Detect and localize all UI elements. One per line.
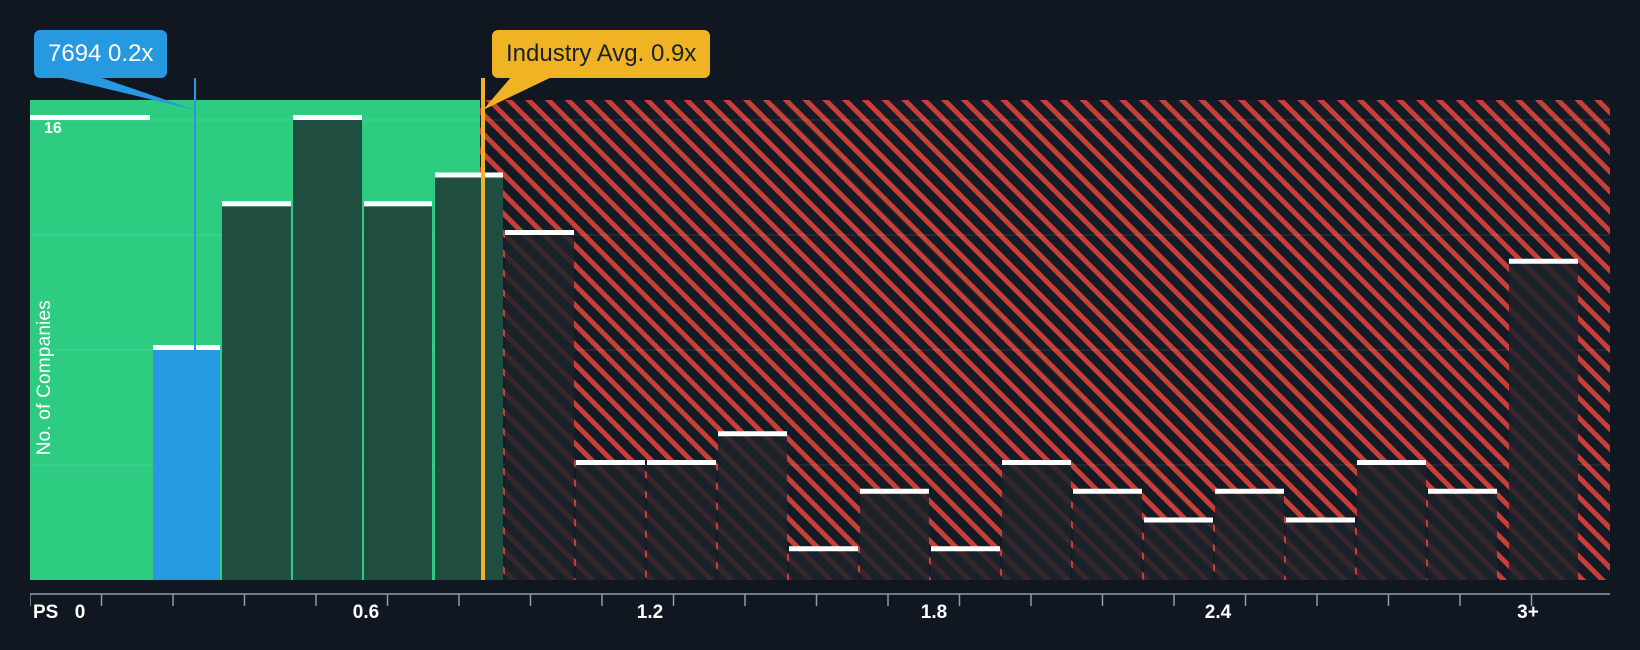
industry-callout-tail [479,76,786,110]
histogram-bar [718,436,787,580]
histogram-bar [293,120,362,580]
histogram-bar [576,465,645,580]
bar-cap [931,546,1000,552]
bar-cap [222,201,291,207]
bar-cap [30,115,150,120]
histogram-bar [647,465,716,580]
y-axis-max-label: 16 [44,120,62,137]
y-axis-title: No. of Companies [34,300,55,456]
histogram-bar [860,493,929,580]
histogram-bar [1357,465,1426,580]
bar-cap [435,172,503,178]
bar-cap [364,201,432,207]
bar-cap [1215,488,1284,494]
bar-cap [1428,488,1497,494]
bar-cap [153,345,220,350]
x-tick-label: 1.2 [636,602,664,623]
bar-cap [505,230,574,235]
bar-cap [718,431,787,437]
histogram-bar [1144,522,1213,580]
x-tick-label: 0.6 [352,602,380,623]
bar-cap [293,115,362,120]
x-axis-title: PS [33,602,59,623]
x-tick-label: 0 [74,602,86,623]
bar-cap [1002,460,1071,465]
histogram-bar [222,206,291,580]
bar-cap [789,546,858,552]
bar-cap [1286,517,1355,523]
histogram-bar [1002,465,1071,580]
histogram-bar [1073,493,1142,580]
histogram-bar [1286,522,1355,580]
histogram-bar [789,551,858,580]
company-marker-line [194,78,196,352]
bar-cap [860,488,929,494]
x-axis [30,580,1610,650]
histogram-bars [30,115,1578,580]
bar-cap [1509,258,1578,264]
x-tick-label: 3+ [1517,602,1539,623]
x-tick-label: 2.4 [1204,602,1232,623]
histogram-bar [1215,493,1284,580]
plot-svg [30,100,1610,580]
bar-cap [1073,488,1142,494]
bar-cap [576,460,645,465]
histogram-bar [931,551,1000,580]
industry-callout[interactable]: Industry Avg. 0.9x [492,30,711,78]
bar-cap [647,460,716,465]
histogram-bar [364,206,432,580]
industry-average-line [481,78,485,580]
company-callout-tail [30,76,254,110]
company-callout[interactable]: 7694 0.2x [34,30,168,78]
bar-cap [1357,460,1426,465]
x-axis-svg [30,593,1610,606]
histogram-bar [505,235,574,580]
histogram-bar [1428,493,1497,580]
histogram-bar [1509,263,1578,580]
x-tick-label: 1.8 [920,602,948,623]
plot-area [30,100,1610,580]
bar-cap [1144,517,1213,523]
histogram-bar [435,177,503,580]
histogram-bar [153,350,220,580]
